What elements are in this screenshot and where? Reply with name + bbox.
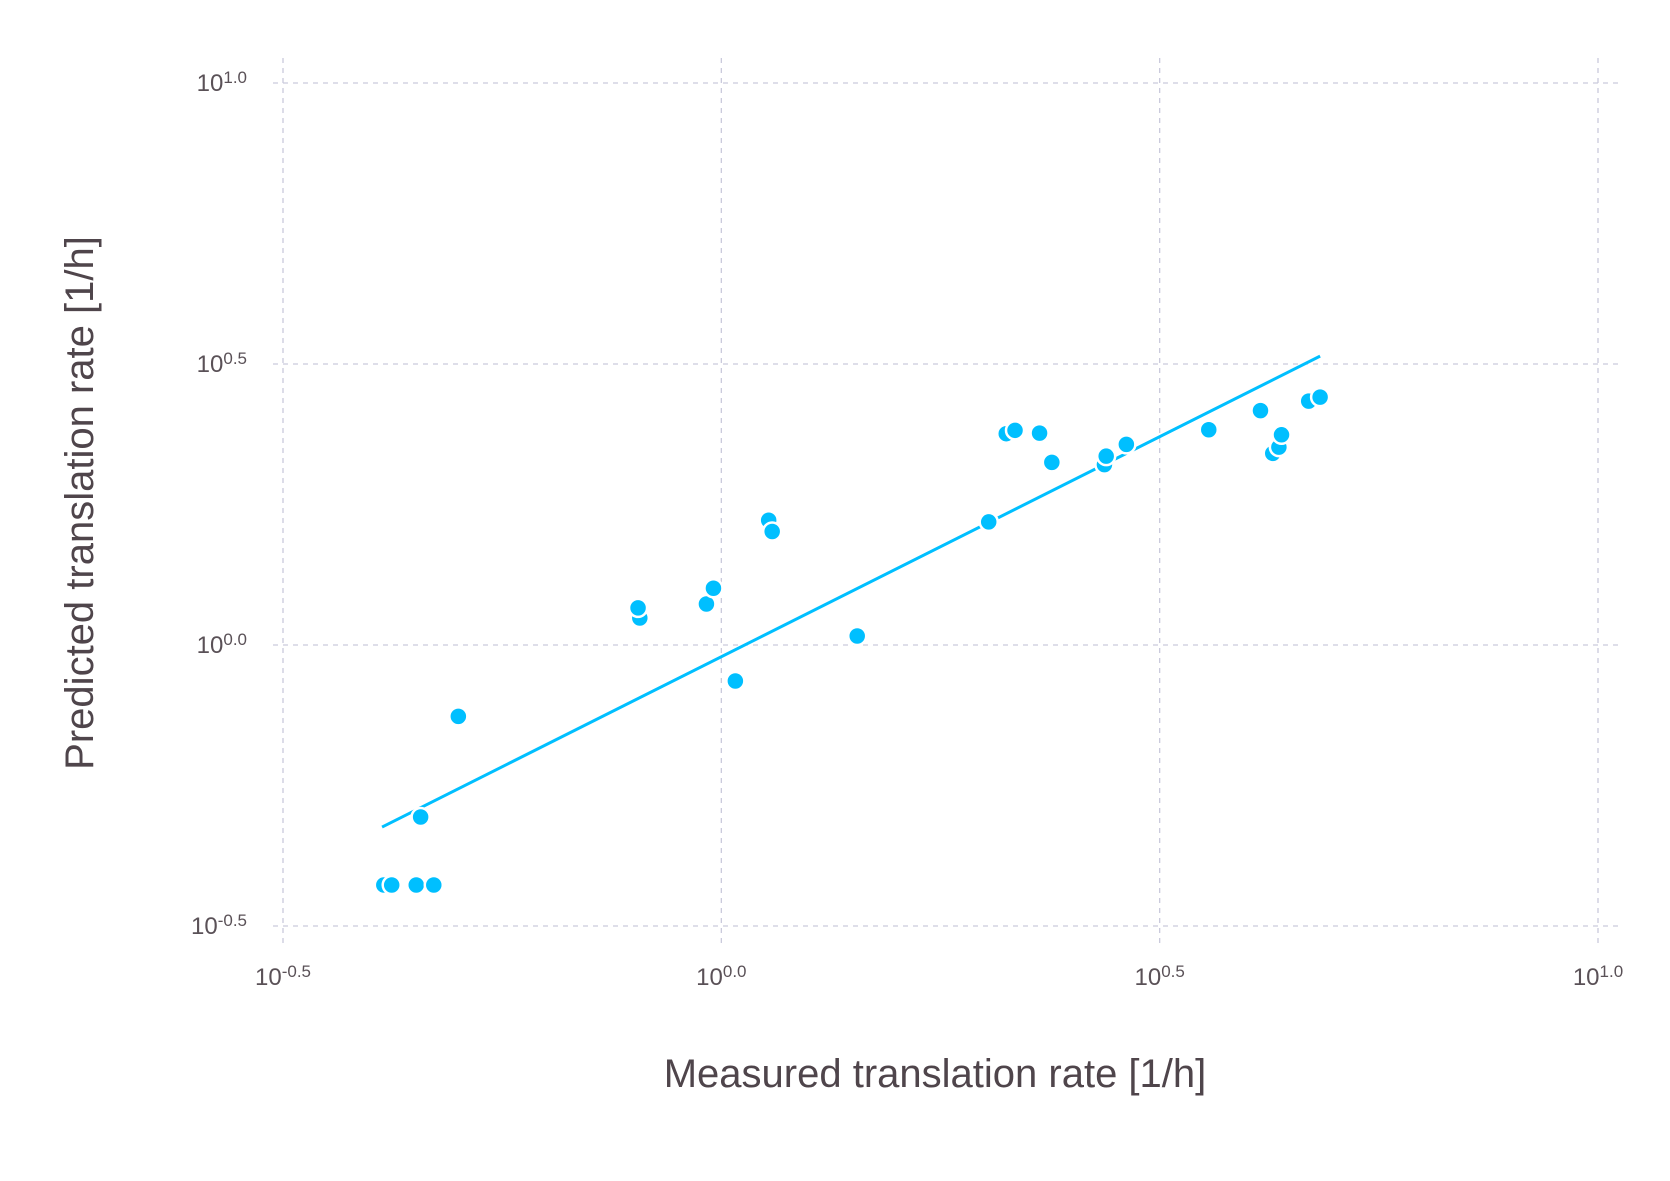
y-tick-label: 100.0	[197, 630, 247, 659]
x-tick-labels: 10-0.5 100.0 100.5 101.0	[255, 962, 1623, 991]
x-tick-label: 10-0.5	[255, 962, 311, 991]
data-point	[1095, 445, 1117, 467]
data-point	[448, 706, 469, 727]
data-point	[846, 625, 868, 647]
data-point	[1198, 419, 1220, 441]
data-point	[1309, 386, 1331, 408]
x-axis-label: Measured translation rate [1/h]	[664, 1052, 1207, 1096]
data-point	[381, 874, 402, 896]
y-tick-label: 10-0.5	[191, 911, 247, 940]
data-point	[725, 670, 746, 692]
data-point	[627, 597, 649, 619]
data-point	[1250, 400, 1271, 421]
grid-lines	[273, 58, 1620, 945]
data-point	[703, 577, 724, 599]
regression-line	[381, 354, 1321, 829]
x-tick-label: 100.0	[696, 962, 746, 991]
data-point	[423, 874, 445, 896]
data-point	[406, 874, 427, 896]
data-points	[373, 386, 1331, 896]
x-tick-label: 100.5	[1134, 962, 1184, 991]
y-tick-label: 101.0	[197, 68, 247, 97]
data-point	[1029, 422, 1050, 444]
data-point	[1271, 424, 1292, 446]
data-point	[410, 806, 431, 828]
data-point	[978, 511, 999, 533]
y-axis-label: Predicted translation rate [1/h]	[58, 236, 102, 770]
data-point	[761, 521, 783, 542]
y-tick-labels: 10-0.5 100.0 100.5 101.0	[191, 68, 247, 940]
data-point	[1041, 452, 1063, 473]
data-point	[1116, 434, 1137, 455]
y-tick-label: 100.5	[197, 349, 247, 378]
fit-line-layer	[381, 354, 1321, 829]
data-point	[1004, 420, 1026, 441]
x-tick-label: 101.0	[1573, 962, 1623, 991]
